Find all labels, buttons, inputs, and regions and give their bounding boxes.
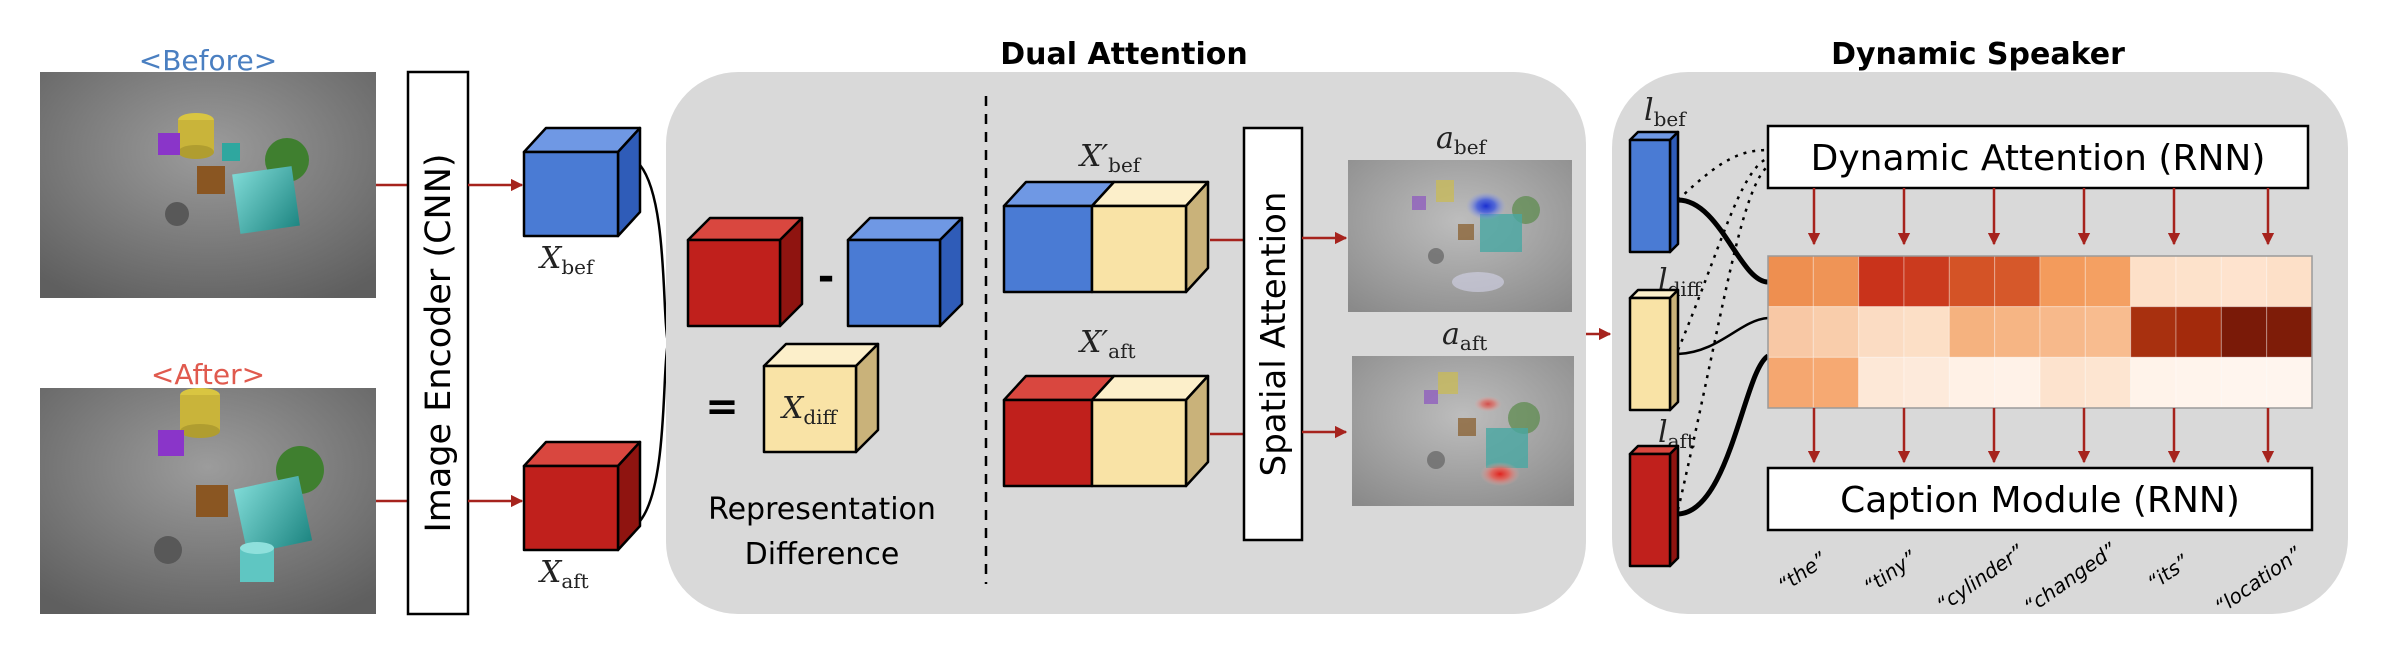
dotted-links (1676, 148, 1769, 511)
x-aft-prime-label: X′aft (1078, 325, 1136, 363)
weight-link-bef (1677, 197, 1769, 285)
heatmap-cell (2175, 356, 2222, 409)
heatmap-cell (2220, 356, 2268, 409)
weight-link-diff (1677, 316, 1769, 356)
x-bef-prime-cube (1002, 180, 1210, 294)
x-bef-cube (522, 126, 642, 238)
speaker-arrows (1807, 188, 2275, 464)
heatmap-cell (1812, 255, 1860, 308)
heatmap-cell (2084, 306, 2132, 358)
heatmap-cell (2266, 306, 2313, 358)
l-bef-vector (1628, 130, 1680, 254)
l-bef-label: lbef (1644, 93, 1687, 131)
heatmap-cell (2175, 306, 2222, 358)
minus-sign: - (818, 254, 835, 300)
heatmap-cell (1903, 306, 1950, 358)
dual-attention-title: Dual Attention (1000, 37, 1247, 72)
before-label: <Before> (139, 44, 277, 77)
x-diff-label: Xdiff (780, 391, 839, 429)
heatmap-cell (2130, 306, 2177, 358)
after-label: <After> (151, 358, 265, 391)
heatmap-cell (1767, 306, 1814, 358)
diff-red-cube (686, 216, 804, 328)
heatmap-border (1767, 255, 2313, 409)
heatmap-cell (1858, 255, 1905, 308)
diff-blue-cube (846, 216, 964, 328)
heatmap-cell (2266, 255, 2313, 308)
before-image (40, 72, 376, 298)
heatmap-cell (1994, 356, 2041, 409)
heatmap-cell (1948, 255, 1996, 308)
image-encoder-box (406, 70, 470, 616)
heatmap-cell (2039, 356, 2086, 409)
caption-module-box (1766, 466, 2314, 532)
heatmap-cell (2039, 255, 2086, 308)
x-bef-label: Xbef (538, 241, 595, 279)
a-bef-label: abef (1436, 121, 1488, 159)
spatial-attention-box (1242, 126, 1304, 542)
heatmap-cell (1948, 356, 1996, 409)
dynamic-attention-box (1766, 124, 2310, 190)
equals-sign: = (705, 384, 739, 430)
attention-heatmap (1767, 255, 2313, 409)
dynamic-speaker-title: Dynamic Speaker (1831, 37, 2125, 72)
heatmap-cell (2220, 306, 2268, 358)
l-aft-vector (1628, 444, 1680, 568)
heatmap-cell (1767, 356, 1814, 409)
image-encoder-label: Image Encoder (CNN) (419, 153, 459, 532)
l-diff-vector (1628, 288, 1680, 412)
x-aft-prime-cube (1002, 374, 1210, 488)
heatmap-cell (1812, 356, 1860, 409)
representation-label-line2: Difference (745, 537, 900, 572)
after-image (40, 388, 376, 614)
spatial-attention-label: Spatial Attention (1254, 192, 1294, 477)
weight-link-aft (1677, 353, 1770, 517)
heatmap-cell (2266, 356, 2313, 409)
heatmap-cell (1903, 255, 1950, 308)
dynamic-attention-label: Dynamic Attention (RNN) (1811, 138, 2266, 179)
heatmap-cell (1903, 356, 1950, 409)
heatmap-cell (2084, 255, 2132, 308)
x-diff-cube (762, 342, 880, 454)
representation-label-line1: Representation (708, 492, 936, 527)
heatmap-cell (1994, 306, 2041, 358)
heatmap-cell (2175, 255, 2222, 308)
heatmap-cell (1994, 255, 2041, 308)
heatmap-cell (1858, 306, 1905, 358)
heatmap-cell (2220, 255, 2268, 308)
a-aft-label: aaft (1442, 317, 1487, 355)
x-aft-cube (522, 440, 642, 552)
heatmap-cell (2084, 356, 2132, 409)
heatmap-cell (1858, 356, 1905, 409)
a-bef-attention-map (1348, 160, 1572, 312)
heatmap-cell (1767, 255, 1814, 308)
x-aft-label: Xaft (538, 555, 589, 593)
heatmap-cell (2130, 255, 2177, 308)
heatmap-cell (2130, 356, 2177, 409)
heatmap-cell (1812, 306, 1860, 358)
a-aft-attention-map (1352, 356, 1574, 506)
heatmap-cell (1948, 306, 1996, 358)
x-bef-prime-label: X′bef (1078, 139, 1142, 177)
feature-merge-brace (639, 164, 670, 522)
caption-module-label: Caption Module (RNN) (1840, 480, 2240, 521)
heatmap-cell (2039, 306, 2086, 358)
